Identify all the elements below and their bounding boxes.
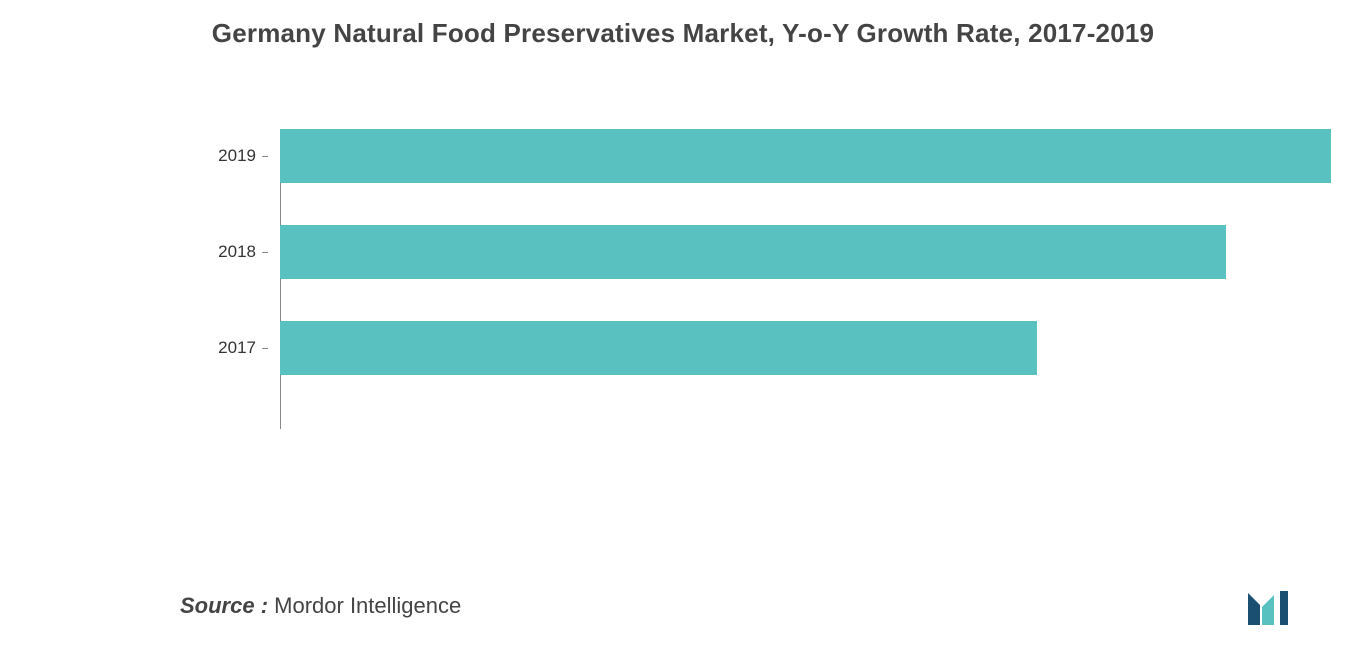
bar-label: 2019: [218, 146, 268, 166]
category-label: 2019: [218, 146, 256, 166]
tick-mark: [262, 252, 268, 253]
chart-container: Germany Natural Food Preservatives Marke…: [0, 0, 1366, 655]
bar-row-2017: 2017: [280, 321, 1331, 375]
bar-row-2018: 2018: [280, 225, 1331, 279]
chart-footer: Source : Mordor Intelligence: [180, 585, 1316, 627]
bar-label: 2018: [218, 242, 268, 262]
source-attribution: Source : Mordor Intelligence: [180, 593, 461, 619]
chart-title: Germany Natural Food Preservatives Marke…: [0, 0, 1366, 59]
category-label: 2017: [218, 338, 256, 358]
bar-2017: [280, 321, 1037, 375]
source-value: Mordor Intelligence: [274, 593, 461, 618]
source-label: Source :: [180, 593, 274, 618]
plot-area: 2019 2018 2017: [280, 129, 1331, 449]
tick-mark: [262, 156, 268, 157]
category-label: 2018: [218, 242, 256, 262]
brand-logo-icon: [1246, 585, 1316, 627]
bar-2019: [280, 129, 1331, 183]
bar-2018: [280, 225, 1226, 279]
bar-row-2019: 2019: [280, 129, 1331, 183]
tick-mark: [262, 348, 268, 349]
bar-label: 2017: [218, 338, 268, 358]
